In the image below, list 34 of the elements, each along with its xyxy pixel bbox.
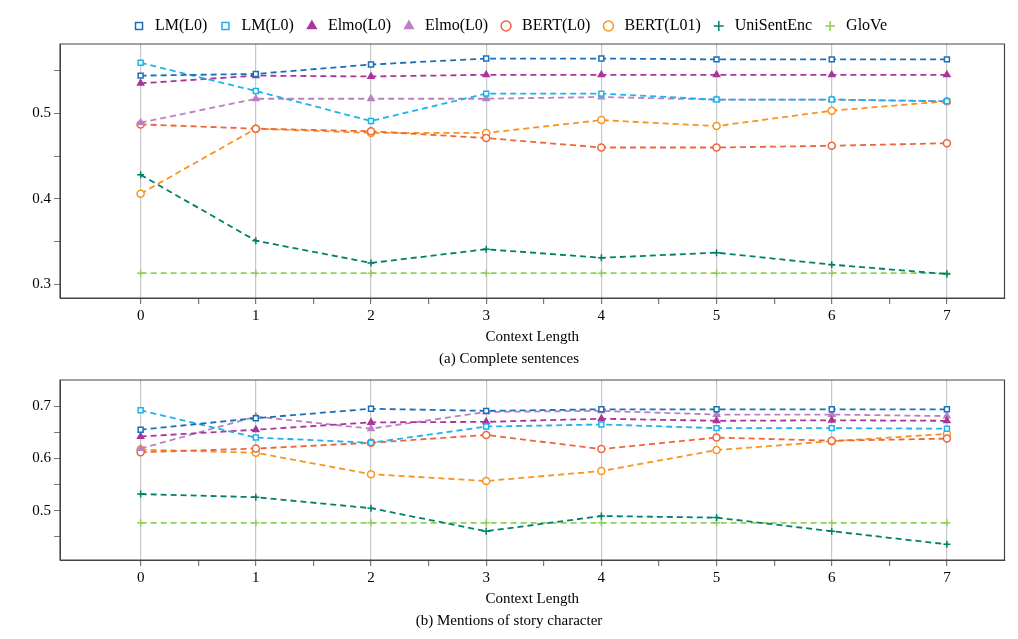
text: (b) Mentions of story character <box>415 611 603 629</box>
y-tick-label: 0.4 <box>32 189 52 206</box>
x-tick-label: 2 <box>367 306 375 323</box>
x-tick-label: 6 <box>827 568 836 585</box>
x-tick-label: 7 <box>943 568 952 585</box>
x-tick-label: 4 <box>597 568 606 585</box>
legend-label: UniSentEnc <box>734 16 813 34</box>
y-tick-label: 0.6 <box>32 449 52 466</box>
x-tick-label: 5 <box>712 306 721 323</box>
legend-label: BERT(L01) <box>624 16 701 35</box>
legend-label: BERT(L0) <box>522 16 591 35</box>
x-axis-title: Context Length <box>485 327 580 344</box>
legend-label: Elmo(L0) <box>327 16 391 35</box>
legend-label: GloVe <box>846 16 887 34</box>
text: (a) Complete sentences <box>439 349 580 367</box>
y-tick-label: 0.5 <box>32 501 51 518</box>
x-axis-title: Context Length <box>485 589 580 606</box>
legend-label: Elmo(L0) <box>424 16 489 35</box>
x-tick-label: 0 <box>136 306 145 323</box>
x-tick-label: 5 <box>712 568 721 585</box>
x-tick-label: 3 <box>482 568 490 585</box>
x-tick-label: 3 <box>482 306 490 323</box>
x-tick-label: 7 <box>943 306 952 323</box>
y-tick-label: 0.7 <box>32 397 52 414</box>
y-tick-label: 0.3 <box>32 275 51 292</box>
x-tick-label: 1 <box>252 306 260 323</box>
x-tick-label: 4 <box>597 306 606 323</box>
legend-label: LM(L0) <box>241 16 294 35</box>
x-tick-label: 0 <box>136 568 145 585</box>
legend-label: LM(L0) <box>155 16 208 35</box>
y-tick-label: 0.5 <box>32 104 51 121</box>
x-tick-label: 6 <box>827 306 836 323</box>
x-tick-label: 1 <box>252 568 260 585</box>
x-tick-label: 2 <box>367 568 375 585</box>
